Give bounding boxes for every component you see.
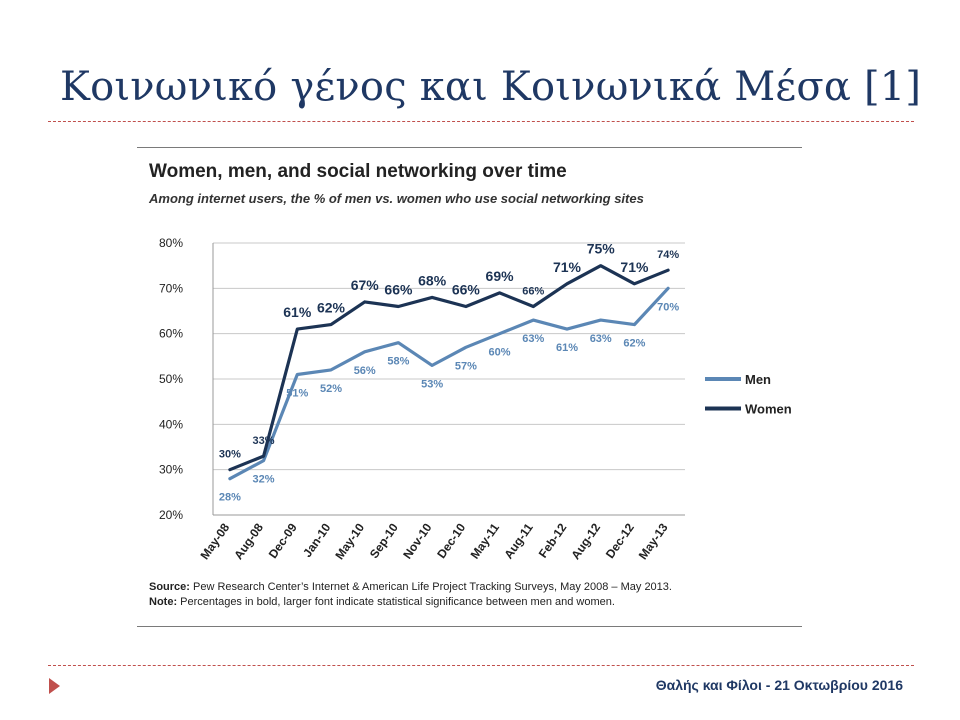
data-label-women: 30% — [219, 449, 241, 461]
y-tick-label: 30% — [159, 463, 183, 477]
chart-source: Source: Pew Research Center’s Internet &… — [149, 580, 672, 595]
series-line-men — [228, 286, 670, 481]
x-tick-label: May-08 — [198, 520, 233, 562]
legend-label-women: Women — [745, 401, 792, 416]
note-label: Note: — [149, 596, 178, 608]
chart-panel: Women, men, and social networking over t… — [137, 147, 802, 627]
x-tick-label: Dec-09 — [266, 520, 300, 561]
y-tick-label: 20% — [159, 508, 183, 522]
data-label-men: 70% — [657, 301, 679, 313]
data-label-men: 56% — [354, 365, 376, 377]
x-tick-label: Dec-10 — [434, 520, 468, 561]
data-label-women: 66% — [452, 281, 481, 297]
source-label: Source: — [149, 581, 190, 593]
data-label-women: 71% — [620, 259, 649, 275]
data-label-women: 68% — [418, 272, 447, 288]
data-label-men: 63% — [590, 333, 612, 345]
footer-text: Θαλής και Φίλοι - 21 Οκτωβρίου 2016 — [655, 677, 903, 693]
y-tick-label: 40% — [159, 417, 183, 431]
y-tick-label: 60% — [159, 327, 183, 341]
data-label-men: 61% — [556, 342, 578, 354]
data-label-women: 33% — [253, 435, 275, 447]
x-tick-label: Aug-12 — [568, 520, 603, 562]
data-label-women: 61% — [283, 304, 312, 320]
x-tick-label: Aug-08 — [231, 520, 266, 562]
x-tick-label: Sep-10 — [367, 520, 401, 561]
x-tick-label: Jan-10 — [300, 520, 333, 559]
y-tick-label: 70% — [159, 281, 183, 295]
chart-subtitle: Among internet users, the % of men vs. w… — [149, 191, 644, 206]
chart-notes: Source: Pew Research Center’s Internet &… — [149, 580, 672, 610]
series-line-women — [228, 264, 670, 472]
bullet-arrow-icon — [49, 678, 60, 694]
data-label-men: 53% — [421, 378, 443, 390]
x-tick-label: May-11 — [468, 520, 503, 561]
slide-title: Κοινωνικό γένος και Κοινωνικά Μέσα [1] — [60, 64, 922, 110]
y-tick-label: 50% — [159, 372, 183, 386]
data-label-men: 57% — [455, 360, 477, 372]
data-label-men: 52% — [320, 383, 342, 395]
y-tick-label: 80% — [159, 236, 183, 250]
x-tick-label: Dec-12 — [603, 520, 637, 561]
data-label-women: 66% — [522, 285, 544, 297]
x-tick-label: May-13 — [636, 520, 671, 562]
data-label-women: 62% — [317, 300, 346, 316]
note-text: Percentages in bold, larger font indicat… — [180, 596, 615, 608]
source-text: Pew Research Center’s Internet & America… — [193, 581, 672, 593]
legend-label-men: Men — [745, 372, 771, 387]
data-label-men: 60% — [489, 347, 511, 359]
data-label-women: 74% — [657, 249, 679, 261]
footer-divider — [48, 665, 914, 666]
data-label-men: 63% — [522, 333, 544, 345]
data-label-men: 32% — [253, 474, 275, 486]
data-label-women: 67% — [351, 277, 380, 293]
chart-title: Women, men, and social networking over t… — [149, 161, 567, 182]
chart-note: Note: Percentages in bold, larger font i… — [149, 595, 672, 610]
data-label-women: 66% — [384, 281, 413, 297]
data-label-men: 28% — [219, 492, 241, 504]
data-label-men: 62% — [623, 338, 645, 350]
title-divider — [48, 121, 914, 122]
x-tick-label: Nov-10 — [400, 520, 435, 561]
data-label-women: 71% — [553, 259, 582, 275]
data-label-women: 75% — [587, 241, 616, 257]
data-label-men: 58% — [387, 356, 409, 368]
x-tick-label: Feb-12 — [536, 520, 570, 560]
x-tick-label: May-10 — [332, 520, 367, 562]
data-label-women: 69% — [486, 268, 515, 284]
data-label-men: 51% — [286, 387, 308, 399]
x-tick-label: Aug-11 — [501, 520, 536, 561]
